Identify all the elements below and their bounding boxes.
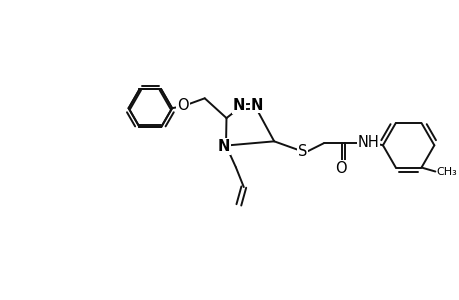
Text: N: N (250, 98, 263, 113)
Text: CH₃: CH₃ (436, 167, 456, 176)
Text: NH: NH (357, 135, 378, 150)
Text: N: N (232, 98, 245, 113)
Text: O: O (335, 160, 347, 175)
Text: O: O (177, 98, 188, 113)
Text: N: N (218, 139, 230, 154)
Text: S: S (297, 144, 307, 159)
